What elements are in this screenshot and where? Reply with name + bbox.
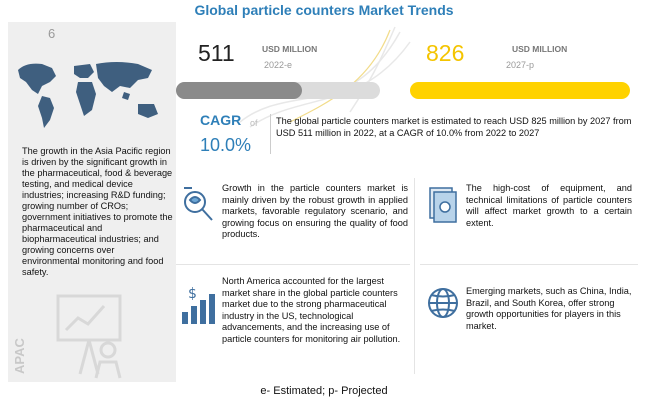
market-summary: The global particle counters market is e… (276, 116, 632, 138)
region-card: North America accounted for the largest … (222, 276, 401, 344)
cagr-value: 10.0% (200, 135, 252, 155)
driver-card: Growth in the particle counters market i… (222, 183, 408, 239)
food-testing-icon (184, 187, 213, 221)
unit-2022: USD MILLION (262, 44, 318, 54)
restraint-card: The high-cost of equipment, and technica… (466, 183, 632, 228)
region-label: APAC (12, 338, 27, 374)
divider (176, 264, 410, 265)
bar-2027 (410, 82, 630, 99)
apac-description: The growth in the Asia Pacific region is… (22, 146, 173, 277)
value-2022: 511 (198, 40, 235, 66)
footnote: e- Estimated; p- Projected (260, 385, 388, 397)
page-title: Global particle counters Market Trends (194, 2, 454, 18)
divider (270, 114, 271, 154)
bar-2022 (176, 82, 380, 99)
panel-number: 6 (48, 26, 56, 41)
divider (414, 178, 415, 374)
opportunity-card: Emerging markets, such as China, India, … (466, 286, 632, 331)
globe-icon (428, 288, 458, 318)
value-2027: 826 (426, 40, 465, 66)
svg-text:$: $ (188, 286, 197, 302)
money-icon (429, 187, 457, 223)
bar-2022-fill (176, 82, 303, 99)
divider (420, 264, 638, 265)
growth-chart-icon: $ (182, 286, 215, 324)
cagr-of: of (250, 118, 258, 128)
year-2027: 2027-p (506, 60, 535, 70)
world-map-icon (18, 62, 158, 128)
cagr-label: CAGR (200, 112, 242, 128)
presentation-icon (56, 294, 122, 379)
unit-2027: USD MILLION (512, 44, 568, 54)
year-2022: 2022-e (264, 60, 293, 70)
apac-panel: 6 The growth in the Asia Pacific region … (8, 22, 176, 382)
